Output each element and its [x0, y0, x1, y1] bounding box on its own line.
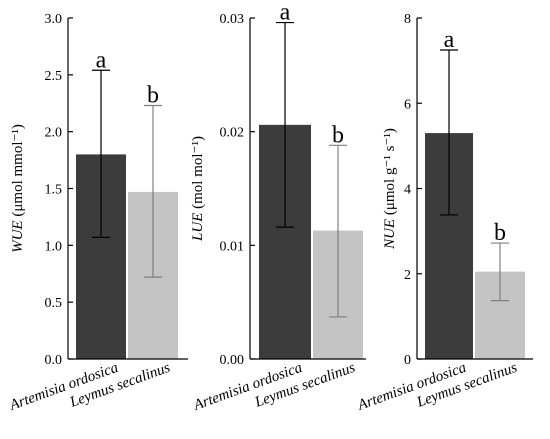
- y-tick-label: 3.0: [45, 12, 63, 27]
- y-tick-label: 0.02: [220, 126, 245, 141]
- y-tick-label: 1.0: [45, 239, 63, 254]
- y-axis-label: LUE (mol mol⁻¹): [190, 136, 206, 242]
- y-axis-label: NUE (μmol g⁻¹ s⁻¹): [382, 128, 398, 250]
- significance-letter: a: [96, 47, 107, 73]
- y-tick-label: 1.5: [45, 183, 63, 198]
- y-tick-label: 0.0: [45, 353, 63, 368]
- significance-letter: b: [494, 220, 506, 246]
- y-tick-label: 2.0: [45, 126, 63, 141]
- y-tick-label: 4: [404, 183, 411, 198]
- significance-letter: b: [147, 83, 159, 109]
- y-axis-label: WUE (μmol mmol⁻¹): [10, 124, 26, 253]
- y-tick-label: 0.00: [220, 353, 245, 368]
- y-tick-label: 0: [404, 353, 411, 368]
- y-tick-label: 8: [404, 12, 411, 27]
- y-tick-label: 2: [404, 268, 411, 283]
- y-tick-label: 2.5: [45, 69, 63, 84]
- y-tick-label: 6: [404, 97, 411, 112]
- y-tick-label: 0.03: [220, 12, 245, 27]
- significance-letter: b: [332, 122, 344, 148]
- y-tick-label: 0.5: [45, 296, 63, 311]
- y-tick-label: 0.01: [220, 239, 245, 254]
- significance-letter: a: [280, 0, 291, 26]
- significance-letter: a: [444, 27, 455, 53]
